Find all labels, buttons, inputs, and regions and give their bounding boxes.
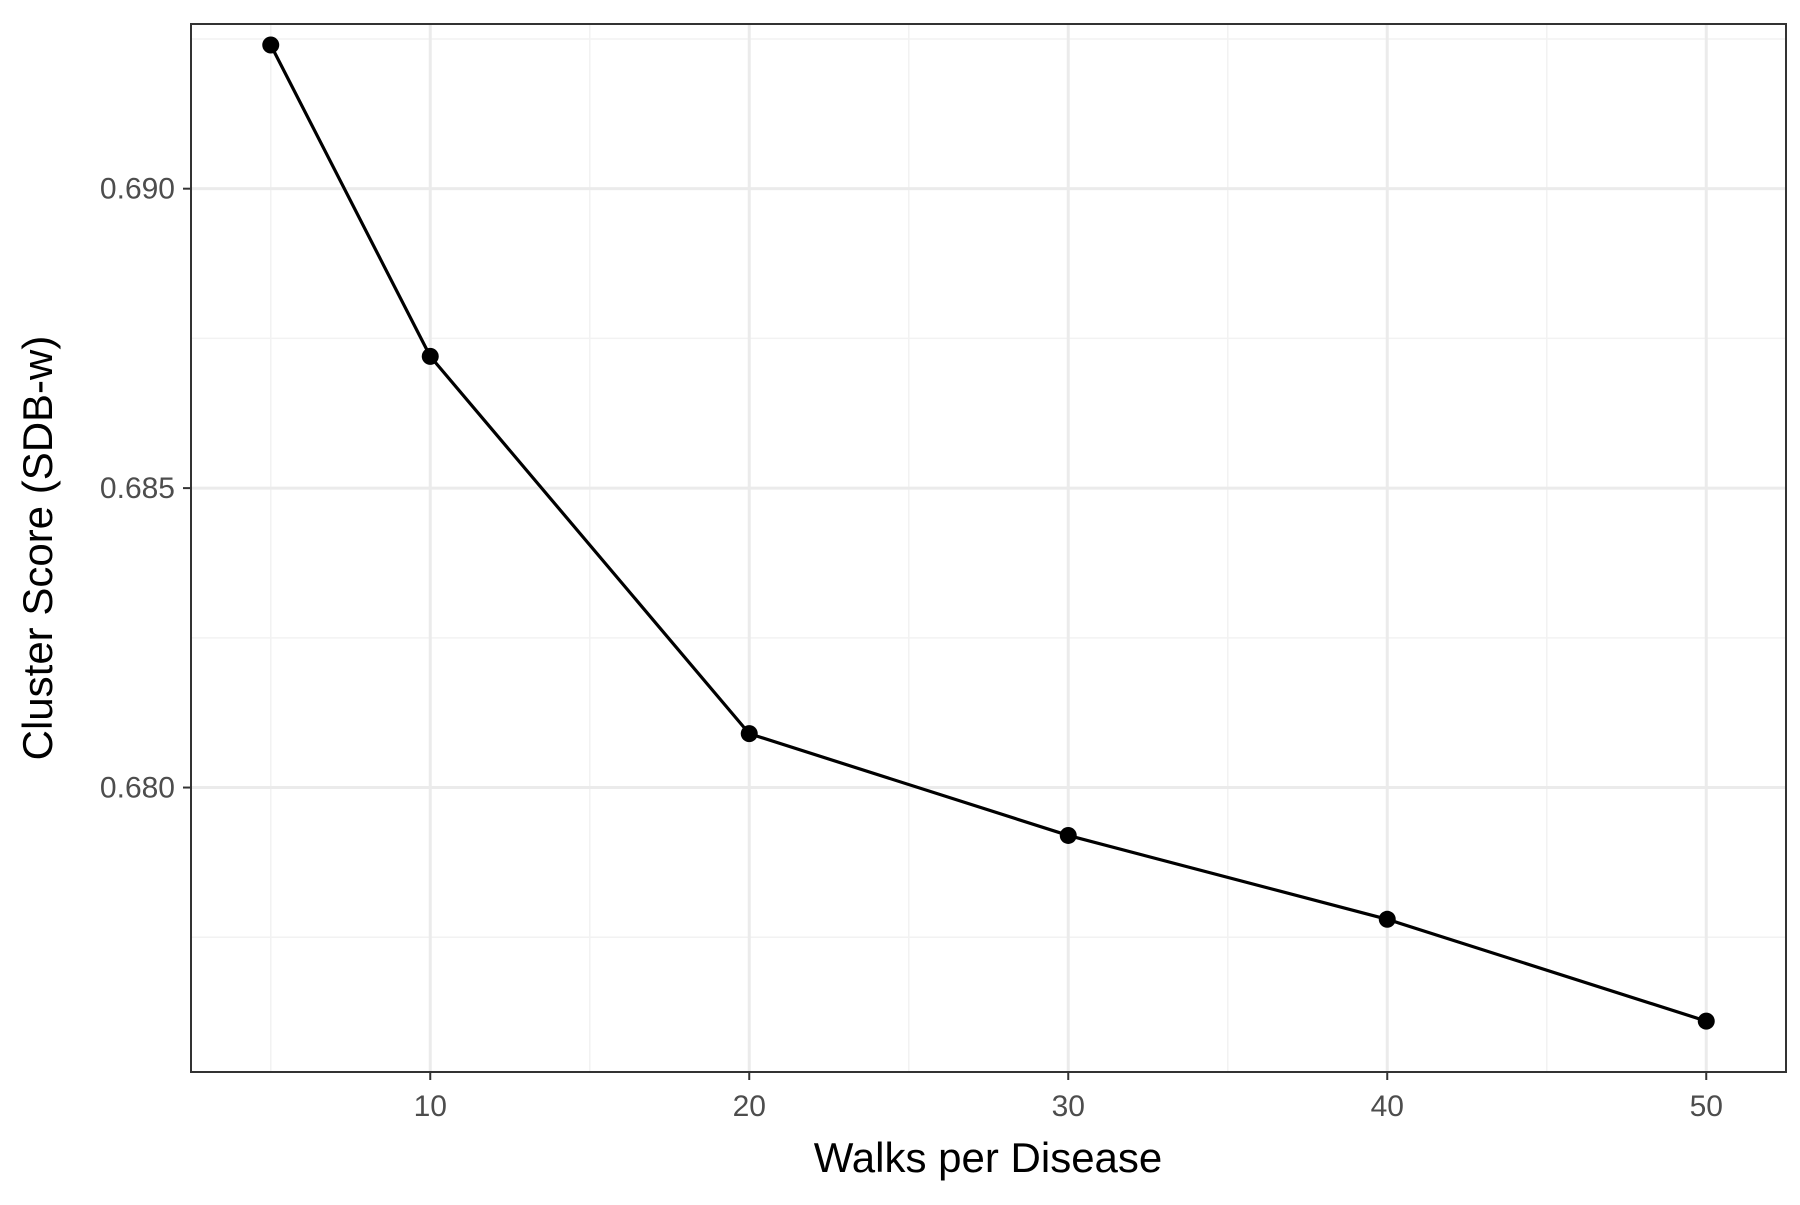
x-tick-label: 50: [1690, 1090, 1723, 1123]
series-layer: [262, 36, 1715, 1030]
panel-border: [190, 23, 1787, 1073]
y-tick-label: 0.690: [100, 173, 175, 206]
y-tick-label: 0.680: [100, 772, 175, 805]
data-point: [740, 725, 758, 743]
data-point: [1378, 910, 1396, 928]
data-point: [1697, 1012, 1715, 1030]
y-tick-label: 0.685: [100, 472, 175, 505]
y-axis-ticks: 0.680 0.685 0.690: [100, 173, 191, 805]
x-tick-label: 10: [414, 1090, 447, 1123]
x-axis-ticks: 10 20 30 40 50: [414, 1072, 1723, 1123]
x-tick-label: 20: [733, 1090, 766, 1123]
x-axis-title: Walks per Disease: [814, 1134, 1163, 1181]
data-point: [421, 347, 439, 365]
y-axis-title: Cluster Score (SDB-w): [14, 336, 61, 761]
data-point: [262, 36, 280, 54]
major-gridlines: [191, 24, 1786, 1072]
minor-gridlines: [191, 24, 1786, 1072]
series-line: [269, 44, 1707, 1023]
x-tick-label: 30: [1052, 1090, 1085, 1123]
x-tick-label: 40: [1371, 1090, 1404, 1123]
data-point: [1059, 826, 1077, 844]
